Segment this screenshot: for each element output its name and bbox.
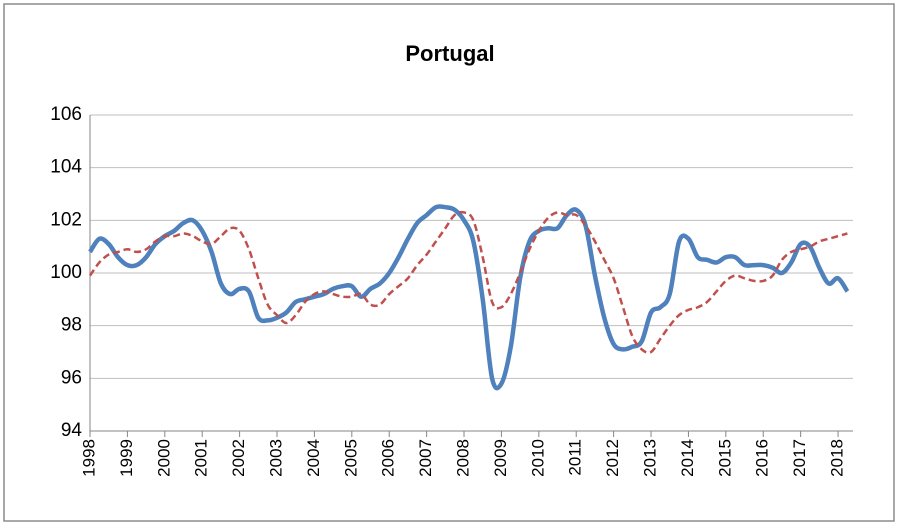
x-tick-label: 2010 bbox=[528, 439, 547, 477]
y-tick-label: 102 bbox=[50, 209, 82, 230]
y-tick-label: 94 bbox=[61, 420, 83, 441]
x-tick-label: 2013 bbox=[641, 439, 660, 477]
x-tick-label: 2014 bbox=[678, 439, 697, 477]
chart-title: Portugal bbox=[405, 41, 494, 66]
y-tick-label: 106 bbox=[50, 104, 82, 125]
chart-border bbox=[3, 3, 895, 522]
x-tick-label: 2018 bbox=[828, 439, 847, 477]
x-tick-label: 2017 bbox=[790, 439, 809, 477]
x-tick-label: 2002 bbox=[229, 439, 248, 477]
x-tick-label: 2011 bbox=[566, 439, 585, 476]
line-series bbox=[88, 204, 850, 391]
x-tick-label: 1998 bbox=[79, 439, 98, 477]
y-tick-label: 96 bbox=[61, 367, 82, 388]
x-tick-label: 2006 bbox=[379, 439, 398, 477]
x-tick-label: 2001 bbox=[192, 439, 211, 477]
y-tick-label: 98 bbox=[61, 315, 82, 336]
x-tick-label: 2015 bbox=[715, 439, 734, 477]
x-tick-label: 2012 bbox=[603, 439, 622, 477]
x-tick-label: 2008 bbox=[454, 439, 473, 477]
y-tick-label: 100 bbox=[50, 262, 82, 283]
line-series bbox=[88, 210, 848, 354]
x-tick-label: 2004 bbox=[304, 439, 323, 477]
x-tick-label: 2005 bbox=[341, 439, 360, 477]
x-tick-label: 2000 bbox=[154, 439, 173, 477]
x-tick-label: 2009 bbox=[491, 439, 510, 477]
x-tick-label: 1999 bbox=[117, 439, 136, 477]
y-tick-label: 104 bbox=[50, 157, 82, 178]
x-tick-label: 2007 bbox=[416, 439, 435, 477]
x-tick-label: 2003 bbox=[266, 439, 285, 477]
x-tick-label: 2016 bbox=[753, 439, 772, 477]
